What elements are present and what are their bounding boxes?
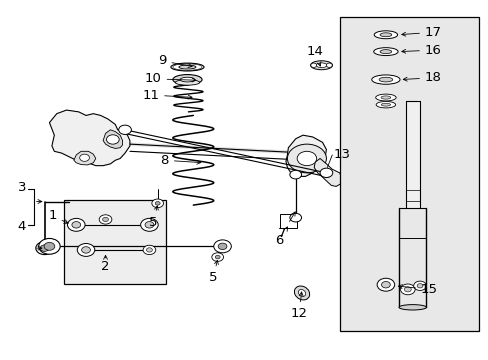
Text: 16: 16 bbox=[401, 44, 441, 57]
Circle shape bbox=[297, 151, 316, 166]
Ellipse shape bbox=[375, 94, 395, 101]
Text: 6: 6 bbox=[275, 227, 287, 247]
Ellipse shape bbox=[180, 77, 194, 82]
Text: 9: 9 bbox=[158, 54, 192, 68]
Ellipse shape bbox=[378, 77, 392, 82]
Text: 13: 13 bbox=[332, 148, 349, 161]
Circle shape bbox=[218, 243, 226, 249]
Text: 12: 12 bbox=[290, 292, 307, 320]
Text: 8: 8 bbox=[160, 154, 201, 167]
Circle shape bbox=[72, 222, 81, 228]
Text: 17: 17 bbox=[401, 26, 441, 39]
Ellipse shape bbox=[380, 96, 390, 99]
Circle shape bbox=[404, 287, 410, 292]
Circle shape bbox=[67, 219, 85, 231]
Circle shape bbox=[36, 242, 53, 255]
Bar bbox=[279, 214, 297, 228]
Circle shape bbox=[213, 240, 231, 253]
Circle shape bbox=[145, 222, 154, 228]
Text: 2: 2 bbox=[101, 260, 110, 273]
Circle shape bbox=[152, 199, 163, 208]
Circle shape bbox=[376, 278, 394, 291]
Circle shape bbox=[310, 63, 316, 67]
Circle shape bbox=[381, 282, 389, 288]
Circle shape bbox=[106, 135, 119, 144]
Circle shape bbox=[119, 125, 131, 134]
Circle shape bbox=[146, 248, 152, 252]
Text: 10: 10 bbox=[144, 72, 196, 85]
Polygon shape bbox=[74, 151, 96, 165]
Circle shape bbox=[416, 284, 422, 288]
Text: 3: 3 bbox=[18, 181, 26, 194]
Circle shape bbox=[289, 170, 301, 179]
Ellipse shape bbox=[371, 75, 399, 84]
Text: 5: 5 bbox=[149, 206, 158, 229]
Ellipse shape bbox=[375, 102, 395, 108]
Text: 11: 11 bbox=[142, 89, 192, 102]
Bar bbox=[398, 208, 426, 307]
Circle shape bbox=[39, 238, 60, 254]
Bar bbox=[405, 101, 419, 208]
Ellipse shape bbox=[379, 33, 391, 37]
Ellipse shape bbox=[172, 75, 202, 85]
Ellipse shape bbox=[379, 50, 391, 54]
Text: 4: 4 bbox=[18, 220, 26, 233]
Bar bbox=[339, 17, 478, 330]
Text: 5: 5 bbox=[208, 260, 218, 284]
Ellipse shape bbox=[373, 48, 397, 55]
Text: 7: 7 bbox=[278, 212, 295, 240]
Ellipse shape bbox=[381, 103, 390, 106]
Circle shape bbox=[102, 217, 108, 222]
Circle shape bbox=[81, 247, 90, 253]
Ellipse shape bbox=[179, 65, 196, 69]
Ellipse shape bbox=[294, 286, 309, 300]
Circle shape bbox=[320, 168, 332, 177]
Circle shape bbox=[289, 213, 301, 222]
Polygon shape bbox=[103, 130, 122, 148]
Circle shape bbox=[287, 144, 326, 173]
Circle shape bbox=[155, 202, 160, 205]
Ellipse shape bbox=[373, 31, 397, 39]
Bar bbox=[64, 200, 166, 284]
Circle shape bbox=[44, 242, 55, 250]
Circle shape bbox=[80, 154, 89, 161]
Text: 1: 1 bbox=[48, 210, 68, 223]
Polygon shape bbox=[49, 110, 130, 166]
Polygon shape bbox=[285, 135, 326, 176]
Ellipse shape bbox=[310, 61, 332, 70]
Circle shape bbox=[215, 255, 220, 259]
Text: 18: 18 bbox=[403, 71, 441, 84]
Circle shape bbox=[413, 281, 426, 291]
Circle shape bbox=[400, 284, 414, 295]
Circle shape bbox=[143, 245, 156, 255]
Text: 14: 14 bbox=[306, 45, 323, 66]
Ellipse shape bbox=[175, 80, 199, 85]
Ellipse shape bbox=[298, 289, 305, 296]
Text: 15: 15 bbox=[398, 283, 437, 296]
Circle shape bbox=[326, 63, 331, 67]
Ellipse shape bbox=[316, 63, 326, 68]
Circle shape bbox=[99, 215, 112, 224]
Circle shape bbox=[141, 219, 158, 231]
Polygon shape bbox=[314, 158, 341, 186]
Ellipse shape bbox=[398, 305, 426, 310]
Circle shape bbox=[40, 245, 49, 251]
Circle shape bbox=[211, 253, 223, 261]
Ellipse shape bbox=[170, 63, 203, 71]
Circle shape bbox=[77, 243, 95, 256]
